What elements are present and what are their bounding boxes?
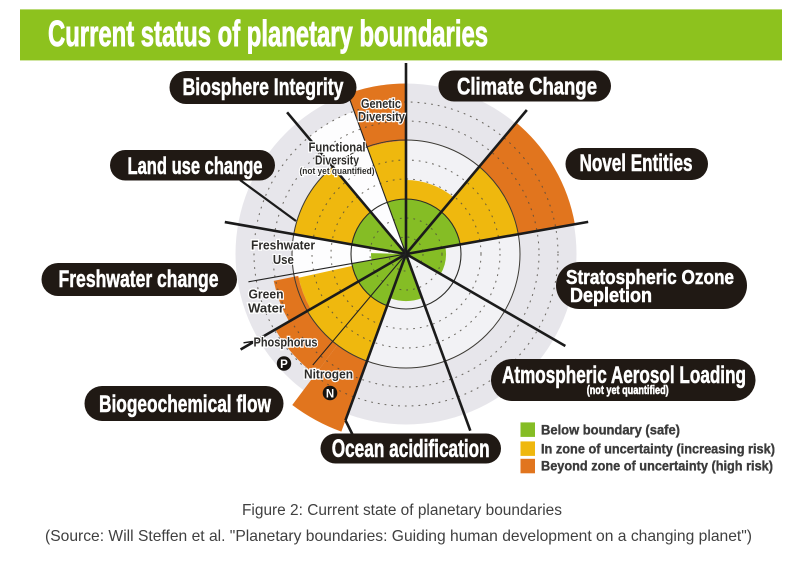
svg-text:Water: Water: [248, 302, 284, 316]
svg-text:Freshwater: Freshwater: [251, 239, 315, 253]
svg-text:Novel Entities: Novel Entities: [580, 150, 693, 177]
svg-text:Genetic: Genetic: [361, 96, 401, 111]
svg-text:(not yet quantified): (not yet quantified): [300, 166, 375, 176]
svg-text:Current status of planetary bo: Current status of planetary boundaries: [48, 13, 488, 54]
svg-text:(not yet quantified): (not yet quantified): [587, 383, 669, 397]
svg-text:Freshwater change: Freshwater change: [59, 266, 219, 293]
svg-text:Below boundary (safe): Below boundary (safe): [541, 422, 680, 437]
svg-text:Nitrogen: Nitrogen: [304, 368, 353, 382]
svg-text:Ocean acidification: Ocean acidification: [332, 435, 490, 463]
svg-text:Diversity: Diversity: [315, 153, 360, 168]
svg-text:P: P: [280, 359, 288, 371]
svg-text:In zone of uncertainty (increa: In zone of uncertainty (increasing risk): [541, 441, 775, 456]
svg-text:Biosphere Integrity: Biosphere Integrity: [183, 74, 344, 101]
svg-text:Biogeochemical flow: Biogeochemical flow: [99, 391, 271, 418]
svg-text:N: N: [326, 389, 334, 401]
svg-text:Diversity: Diversity: [358, 109, 406, 124]
svg-text:Use: Use: [273, 253, 294, 267]
svg-text:Atmospheric Aerosol Loading: Atmospheric Aerosol Loading: [502, 362, 746, 389]
svg-text:Climate Change: Climate Change: [457, 74, 597, 101]
svg-text:Depletion: Depletion: [570, 285, 652, 307]
svg-text:Figure 2: Current state of pla: Figure 2: Current state of planetary bou…: [242, 502, 562, 519]
svg-text:Stratospheric Ozone: Stratospheric Ozone: [566, 267, 734, 289]
svg-text:(Source: Will Steffen et al. ": (Source: Will Steffen et al. "Planetary …: [45, 528, 752, 545]
svg-text:Beyond zone of uncertainty (hi: Beyond zone of uncertainty (high risk): [541, 459, 773, 474]
svg-text:Green: Green: [249, 288, 284, 302]
svg-text:Land use change: Land use change: [128, 153, 263, 180]
svg-text:Functional: Functional: [309, 140, 366, 155]
svg-text:Phosphorus: Phosphorus: [254, 336, 318, 350]
